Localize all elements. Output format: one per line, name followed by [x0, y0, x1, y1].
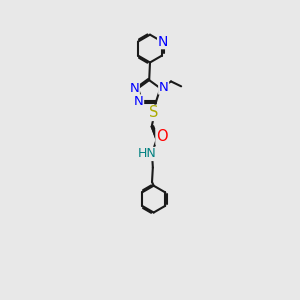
Text: N: N: [158, 34, 168, 49]
Text: O: O: [156, 129, 168, 144]
Text: N: N: [134, 95, 143, 108]
Text: N: N: [159, 81, 169, 94]
Text: N: N: [130, 82, 139, 95]
Text: HN: HN: [138, 148, 157, 160]
Text: S: S: [149, 105, 158, 120]
